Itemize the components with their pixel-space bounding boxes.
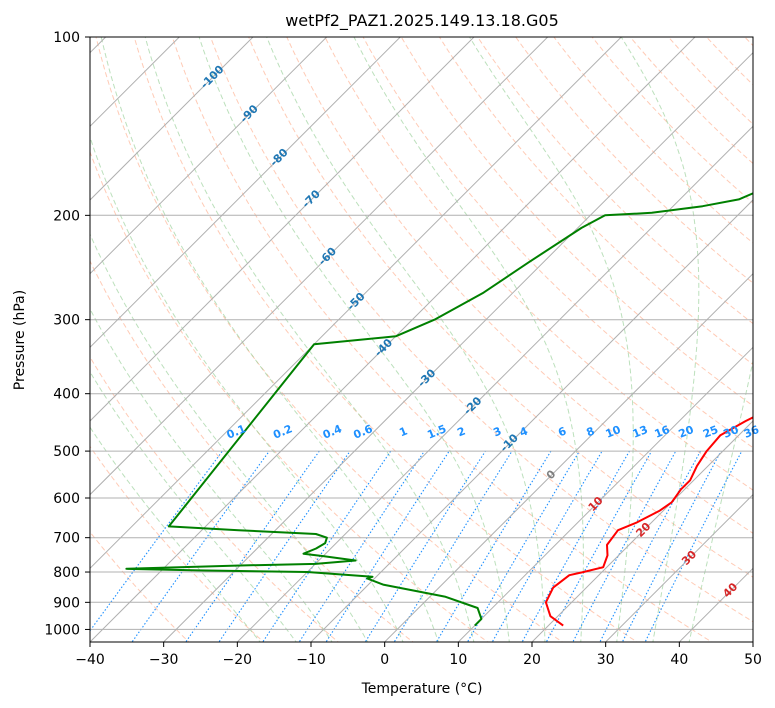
dry-adiabat: [286, 37, 753, 534]
x-tick-label: 10: [449, 652, 467, 668]
isotherm-line: [383, 272, 753, 642]
dewpoint-trace: [125, 192, 753, 627]
mixing-ratio-label: 13: [631, 423, 650, 441]
isotherm-line: [457, 346, 753, 642]
mixing-ratio-label: 30: [721, 423, 740, 441]
dry-adiabat: [90, 150, 489, 642]
mixing-ratio-label: 25: [701, 423, 720, 441]
moist-adiabat: [90, 135, 404, 642]
dry-adiabat: [248, 37, 753, 578]
axes: −40 −30 −20 −10 0 10 20 30 40 50 100 200 300 400 500 60…: [44, 30, 762, 668]
isotherm-line: [90, 37, 402, 349]
y-tick-label: 800: [53, 565, 80, 581]
dry-adiabat: [171, 37, 713, 642]
isotherm-line: [531, 420, 753, 642]
isotherm-line: [90, 37, 328, 275]
dry-adiabat: [438, 37, 753, 366]
mixing-ratio-line: [298, 450, 425, 642]
y-tick-label: 700: [53, 531, 80, 547]
mixing-ratio-label: 2: [455, 424, 467, 439]
mixing-ratio-line: [185, 450, 320, 642]
mixing-ratio-line: [131, 450, 270, 642]
mixing-ratio-label: 16: [653, 423, 672, 441]
y-tick-label: 600: [53, 491, 80, 507]
plot-frame: [89, 36, 754, 643]
chart-title: wetPf2_PAZ1.2025.149.13.18.G05: [285, 11, 559, 31]
y-tick-label: 300: [53, 313, 80, 329]
moist-adiabat: [90, 426, 261, 642]
y-tick-label: 200: [53, 208, 80, 224]
mixing-ratio-label: 1: [397, 424, 409, 439]
x-axis-title: Temperature (°C): [361, 681, 483, 697]
y-axis-title: Pressure (hPa): [12, 290, 28, 390]
x-tick-label: 50: [744, 652, 762, 668]
mixing-ratio-line: [435, 450, 552, 642]
y-tick-label: 900: [53, 595, 80, 611]
y-tick-label: 400: [53, 387, 80, 403]
x-tick-label: 20: [523, 652, 541, 668]
x-tick-label: 0: [380, 652, 389, 668]
x-tick-label: 40: [670, 652, 688, 668]
dry-adiabat: [362, 37, 753, 449]
isotherm-line: [90, 37, 549, 496]
mixing-ratio-line: [621, 450, 722, 642]
isotherm-line: [90, 37, 254, 201]
isotherm-line: [90, 37, 696, 642]
mixing-ratio-line: [572, 450, 677, 642]
y-tick-label: 1000: [44, 622, 80, 638]
mixing-ratio-line: [90, 450, 223, 632]
mixing-ratio-line: [466, 450, 580, 642]
x-tick-label: −40: [75, 652, 105, 668]
x-tick-label: −20: [223, 652, 253, 668]
mixing-ratio-label: 10: [604, 423, 623, 441]
mixing-ratio-line: [393, 450, 513, 642]
x-tick-label: 30: [597, 652, 615, 668]
y-tick-label: 100: [53, 30, 80, 46]
dry-adiabat: [324, 37, 753, 491]
temperature-trace: [544, 416, 753, 627]
isotherm-line: [162, 51, 753, 642]
moist-adiabat: [100, 37, 440, 642]
y-tick-label: 500: [53, 444, 80, 460]
x-tick-label: −30: [149, 652, 179, 668]
mixing-ratio-label: 8: [585, 424, 597, 439]
isotherm-line: [90, 37, 475, 422]
x-tick-label: −10: [296, 652, 326, 668]
isotherm-line: [604, 493, 753, 642]
isotherm-line: [236, 125, 753, 642]
moist-adiabat: [90, 370, 297, 642]
sounding-traces: [125, 192, 753, 627]
isotherm-line: [90, 37, 623, 570]
isotherm-line: [310, 199, 753, 642]
mixing-ratio-line: [491, 450, 603, 642]
mixing-ratio-label: 20: [677, 423, 696, 441]
mixing-ratio-line: [325, 450, 450, 642]
mixing-ratio-label: 36: [742, 423, 761, 441]
mixing-ratio-label: 3: [491, 424, 503, 439]
